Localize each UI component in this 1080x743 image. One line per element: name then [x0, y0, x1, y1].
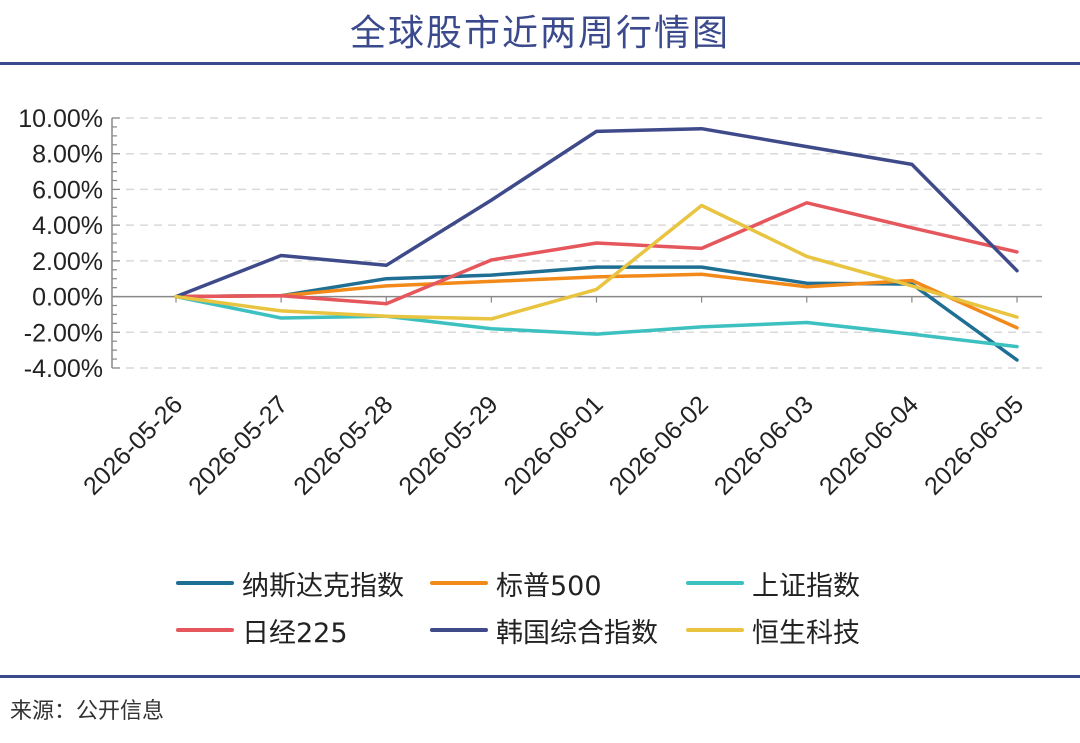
legend: 纳斯达克指数 标普500 上证指数日经225 韩国综合指数 恒生科技	[0, 560, 1080, 660]
legend-item: 恒生科技	[686, 610, 860, 650]
series-line	[174, 201, 1019, 306]
legend-item: 上证指数	[686, 563, 860, 603]
series-lines	[174, 126, 1019, 362]
legend-swatch	[176, 628, 234, 632]
series-line	[174, 294, 1019, 349]
legend-item: 标普500	[430, 563, 602, 603]
legend-swatch	[686, 581, 744, 585]
x-tick-labels: 2026-05-262026-05-272026-05-282026-05-29…	[78, 390, 1029, 500]
x-tick-label: 2026-06-01	[499, 390, 609, 500]
y-tick-label: -2.00%	[24, 319, 103, 347]
legend-swatch	[686, 628, 744, 632]
legend-item: 韩国综合指数	[430, 610, 658, 650]
x-tick-label: 2026-05-29	[393, 390, 503, 500]
source-note: 来源：公开信息	[10, 699, 165, 724]
x-tick-label: 2026-05-26	[78, 390, 188, 500]
legend-label: 标普500	[496, 570, 602, 602]
legend-label: 纳斯达克指数	[242, 570, 404, 602]
legend-label: 韩国综合指数	[496, 617, 658, 649]
y-tick-labels: 10.00% 8.00% 6.00% 4.00% 2.00% 0.00% -2.00% -4.…	[18, 105, 103, 383]
header-divider	[0, 62, 1080, 65]
y-tick-label: 0.00%	[32, 284, 103, 312]
legend-item: 日经225	[176, 610, 348, 650]
y-tick-label: 2.00%	[32, 248, 103, 276]
grid-lines	[112, 117, 1042, 369]
footer-divider	[0, 675, 1080, 678]
x-tick-label: 2026-05-28	[288, 390, 398, 500]
x-tick-label: 2026-06-03	[709, 390, 819, 500]
x-tick-label: 2026-06-04	[814, 390, 924, 500]
y-tick-label: -4.00%	[24, 355, 103, 383]
legend-label: 恒生科技	[752, 617, 860, 649]
x-tick-label: 2026-06-05	[919, 390, 1029, 500]
y-tick-label: 6.00%	[32, 176, 103, 204]
y-tick-label: 8.00%	[32, 141, 103, 169]
y-tick-label: 4.00%	[32, 212, 103, 240]
legend-item: 纳斯达克指数	[176, 563, 404, 603]
line-chart: 10.00% 8.00% 6.00% 4.00% 2.00% 0.00% -2.00% -4.…	[18, 105, 1042, 501]
x-tick-label: 2026-06-02	[604, 390, 714, 500]
series-line	[174, 203, 1019, 321]
y-tick-label: 10.00%	[18, 105, 103, 133]
legend-swatch	[430, 628, 488, 632]
x-tick-label: 2026-05-27	[183, 390, 293, 500]
axes	[111, 117, 1042, 369]
legend-swatch	[176, 581, 234, 585]
legend-label: 上证指数	[752, 570, 860, 602]
series-line	[174, 126, 1019, 299]
series-line	[174, 272, 1019, 330]
page-title: 全球股市近两周行情图	[349, 13, 730, 54]
legend-label: 日经225	[242, 617, 348, 649]
legend-swatch	[430, 581, 488, 585]
